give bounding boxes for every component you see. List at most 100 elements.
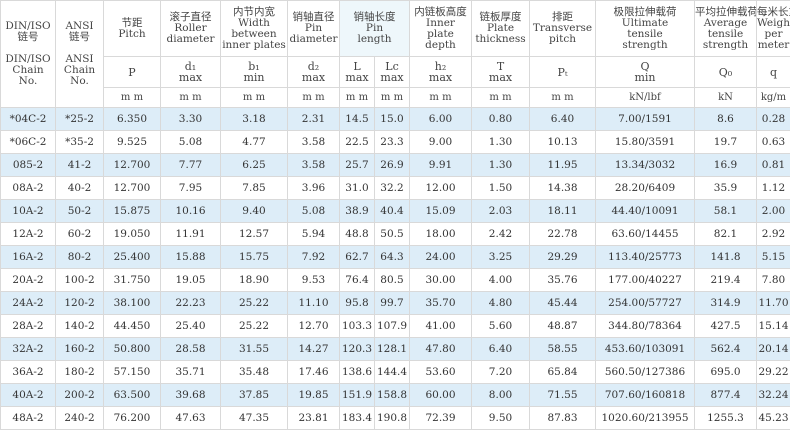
cell-ansi-chain-no: *25-2	[56, 108, 104, 131]
cell-inner-plate-depth: 9.91	[410, 154, 472, 177]
cell-roller-diameter: 7.95	[161, 177, 221, 200]
cell-roller-diameter: 47.63	[161, 407, 221, 430]
cell-pin-length-lc: 144.4	[375, 361, 410, 384]
cell-ultimate-strength: 344.80/78364	[596, 315, 695, 338]
cell-plate-thickness: 2.42	[472, 223, 530, 246]
cell-plate-thickness: 3.25	[472, 246, 530, 269]
cell-transverse-pitch: 48.87	[530, 315, 596, 338]
cell-pitch: 57.150	[104, 361, 161, 384]
cell-pin-length-l: 76.4	[340, 269, 375, 292]
cell-ultimate-strength: 113.40/25773	[596, 246, 695, 269]
header-din-iso: DIN/ISO 链号 DIN/ISO Chain No.	[1, 1, 56, 108]
cell-pin-length-l: 120.3	[340, 338, 375, 361]
cell-weight-per-meter: 0.81	[757, 154, 790, 177]
cell-pin-length-lc: 107.9	[375, 315, 410, 338]
cell-pin-length-l: 14.5	[340, 108, 375, 131]
cell-inner-width: 7.85	[221, 177, 288, 200]
cell-pitch: 31.750	[104, 269, 161, 292]
cell-pin-length-lc: 15.0	[375, 108, 410, 131]
cell-plate-thickness: 4.00	[472, 269, 530, 292]
cell-inner-width: 25.22	[221, 292, 288, 315]
cell-weight-per-meter: 45.23	[757, 407, 790, 430]
cell-inner-plate-depth: 60.00	[410, 384, 472, 407]
unit-average-strength: kN	[695, 88, 757, 108]
cell-average-strength: 58.1	[695, 200, 757, 223]
cell-average-strength: 16.9	[695, 154, 757, 177]
cell-inner-width: 18.90	[221, 269, 288, 292]
cell-ultimate-strength: 707.60/160818	[596, 384, 695, 407]
cell-roller-diameter: 28.58	[161, 338, 221, 361]
header-weight-per-meter: 每米长重 Weight per meter	[757, 1, 790, 57]
cell-pin-diameter: 2.31	[288, 108, 340, 131]
cell-inner-plate-depth: 72.39	[410, 407, 472, 430]
cell-weight-per-meter: 2.00	[757, 200, 790, 223]
cell-inner-plate-depth: 6.00	[410, 108, 472, 131]
cell-plate-thickness: 6.40	[472, 338, 530, 361]
cell-pin-length-l: 31.0	[340, 177, 375, 200]
cell-pin-length-lc: 99.7	[375, 292, 410, 315]
cell-pitch: 19.050	[104, 223, 161, 246]
cell-plate-thickness: 1.30	[472, 154, 530, 177]
cell-transverse-pitch: 29.29	[530, 246, 596, 269]
cell-average-strength: 8.6	[695, 108, 757, 131]
cell-ultimate-strength: 13.34/3032	[596, 154, 695, 177]
cell-pin-length-l: 151.9	[340, 384, 375, 407]
cell-weight-per-meter: 2.92	[757, 223, 790, 246]
header-inner-width: 内节内宽 Width between inner plates	[221, 1, 288, 57]
cell-pin-diameter: 3.58	[288, 131, 340, 154]
cell-weight-per-meter: 0.28	[757, 108, 790, 131]
header-average-strength: 平均拉伸载荷 Average tensile strength	[695, 1, 757, 57]
cell-inner-width: 6.25	[221, 154, 288, 177]
cell-pin-length-l: 38.9	[340, 200, 375, 223]
cell-ansi-chain-no: 240-2	[56, 407, 104, 430]
cell-roller-diameter: 15.88	[161, 246, 221, 269]
cell-average-strength: 141.8	[695, 246, 757, 269]
cell-ansi-chain-no: 41-2	[56, 154, 104, 177]
cell-pitch: 44.450	[104, 315, 161, 338]
cell-din-iso-chain-no: 10A-2	[1, 200, 56, 223]
cell-inner-plate-depth: 15.09	[410, 200, 472, 223]
symbol-average-strength: Q₀	[695, 57, 757, 88]
cell-plate-thickness: 1.30	[472, 131, 530, 154]
cell-ansi-chain-no: 100-2	[56, 269, 104, 292]
table-header: DIN/ISO 链号 DIN/ISO Chain No. ANSI 链号 ANS…	[1, 1, 790, 108]
cell-average-strength: 314.9	[695, 292, 757, 315]
cell-din-iso-chain-no: 36A-2	[1, 361, 56, 384]
cell-average-strength: 82.1	[695, 223, 757, 246]
cell-transverse-pitch: 65.84	[530, 361, 596, 384]
unit-pitch: m m	[104, 88, 161, 108]
cell-din-iso-chain-no: 24A-2	[1, 292, 56, 315]
cell-pin-length-l: 22.5	[340, 131, 375, 154]
cell-pitch: 50.800	[104, 338, 161, 361]
cell-din-iso-chain-no: 085-2	[1, 154, 56, 177]
cell-plate-thickness: 4.80	[472, 292, 530, 315]
cell-weight-per-meter: 5.15	[757, 246, 790, 269]
cell-ultimate-strength: 7.00/1591	[596, 108, 695, 131]
cell-inner-width: 47.35	[221, 407, 288, 430]
cell-ultimate-strength: 28.20/6409	[596, 177, 695, 200]
cell-roller-diameter: 39.68	[161, 384, 221, 407]
cell-din-iso-chain-no: 20A-2	[1, 269, 56, 292]
cell-plate-thickness: 9.50	[472, 407, 530, 430]
cell-transverse-pitch: 87.83	[530, 407, 596, 430]
cell-roller-diameter: 3.30	[161, 108, 221, 131]
cell-pitch: 6.350	[104, 108, 161, 131]
cell-ansi-chain-no: 40-2	[56, 177, 104, 200]
cell-weight-per-meter: 29.22	[757, 361, 790, 384]
cell-weight-per-meter: 15.14	[757, 315, 790, 338]
cell-pin-diameter: 7.92	[288, 246, 340, 269]
cell-inner-width: 35.48	[221, 361, 288, 384]
